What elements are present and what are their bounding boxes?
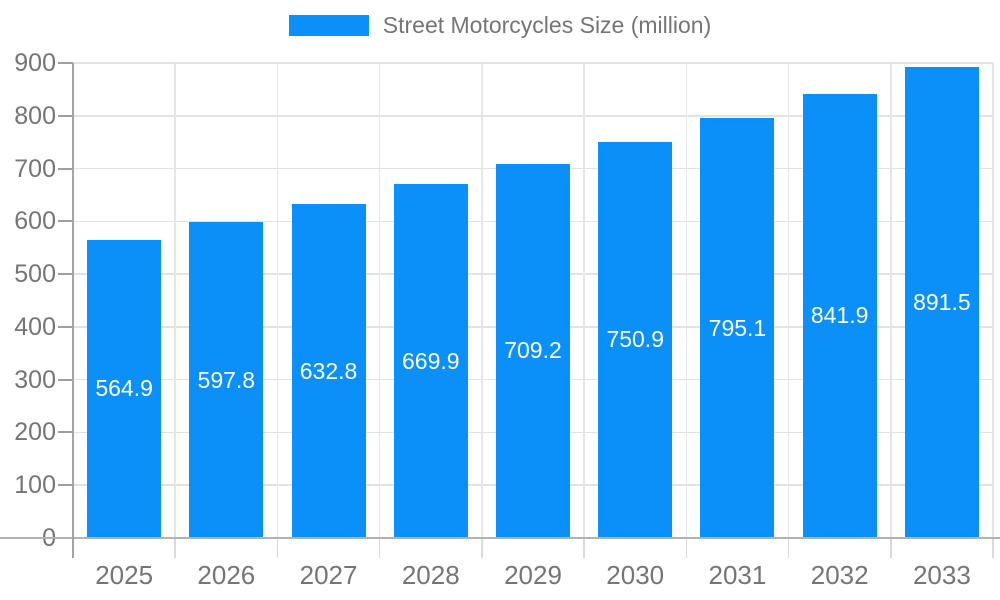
bar-2031: 795.1 <box>700 118 775 538</box>
gridline-v-1 <box>174 63 176 538</box>
bar-value-2029: 709.2 <box>504 337 562 364</box>
x-axis-tick-5 <box>583 538 585 558</box>
gridline-h-900 <box>73 62 993 64</box>
gridline-v-9 <box>992 63 994 538</box>
y-axis-label-500: 500 <box>14 260 56 289</box>
x-axis-label-2031: 2031 <box>708 560 767 590</box>
gridline-v-8 <box>890 63 892 538</box>
bar-value-2031: 795.1 <box>708 314 767 341</box>
legend-label: Street Motorcycles Size (million) <box>382 12 712 38</box>
bar-2028: 669.9 <box>393 184 468 538</box>
gridline-v-2 <box>276 63 279 538</box>
y-axis-tick-400 <box>58 325 73 328</box>
bar-2027: 632.8 <box>291 204 366 538</box>
y-axis-tick-700 <box>58 167 73 170</box>
bar-2025: 564.9 <box>87 239 162 538</box>
y-axis-tick-800 <box>58 114 73 117</box>
bar-2032: 841.9 <box>802 93 877 538</box>
x-axis-tick-4 <box>481 538 483 558</box>
y-axis-label-100: 100 <box>14 471 56 500</box>
y-axis-label-900: 900 <box>14 49 56 77</box>
bar-value-2026: 597.8 <box>197 366 256 393</box>
y-axis-label-400: 400 <box>14 312 56 341</box>
bar-2030: 750.9 <box>598 141 673 538</box>
x-axis-label-2028: 2028 <box>401 560 460 590</box>
legend: Street Motorcycles Size (million) <box>0 12 1000 39</box>
gridline-v-7 <box>787 63 790 538</box>
gridline-v-3 <box>378 63 381 538</box>
bar-value-2032: 841.9 <box>810 302 869 329</box>
x-axis-label-2026: 2026 <box>197 560 256 590</box>
x-axis-tick-6 <box>685 538 688 558</box>
x-axis-label-2025: 2025 <box>95 560 154 590</box>
y-axis-tick-300 <box>58 378 73 381</box>
x-axis-tick-2 <box>276 538 279 558</box>
bar-2029: 709.2 <box>496 163 570 538</box>
bar-value-2030: 750.9 <box>606 326 664 353</box>
x-axis-tick-8 <box>890 538 892 558</box>
y-axis-label-700: 700 <box>14 154 56 183</box>
bar-value-2028: 669.9 <box>401 347 460 374</box>
bar-value-2025: 564.9 <box>95 375 153 402</box>
y-axis-line <box>72 63 74 558</box>
legend-item-street-motorcycles[interactable]: Street Motorcycles Size (million) <box>288 12 712 39</box>
legend-swatch-icon <box>288 15 369 36</box>
y-axis-label-300: 300 <box>14 365 56 394</box>
y-axis-label-200: 200 <box>14 418 56 447</box>
y-axis-tick-600 <box>58 220 73 223</box>
x-axis-tick-3 <box>378 538 381 558</box>
bar-2026: 597.8 <box>189 222 264 538</box>
gridline-h-800 <box>73 115 993 117</box>
x-axis-label-2032: 2032 <box>810 560 869 590</box>
x-axis-label-2030: 2030 <box>606 560 665 590</box>
bar-value-2033: 891.5 <box>913 289 971 316</box>
x-axis-label-2029: 2029 <box>504 560 562 590</box>
gridline-v-6 <box>685 63 688 538</box>
x-axis-label-2027: 2027 <box>299 560 358 590</box>
gridline-v-5 <box>583 63 585 538</box>
y-axis-tick-100 <box>58 484 73 487</box>
gridline-v-4 <box>481 63 483 538</box>
y-axis-label-600: 600 <box>14 207 56 236</box>
y-axis-tick-500 <box>58 273 73 276</box>
bar-value-2027: 632.8 <box>299 357 358 384</box>
x-axis-tick-1 <box>174 538 176 558</box>
x-axis-tick-7 <box>787 538 790 558</box>
x-baseline <box>0 537 1000 539</box>
y-axis-tick-200 <box>58 431 73 434</box>
bar-2033: 891.5 <box>904 67 979 538</box>
x-axis-label-2033: 2033 <box>912 560 971 590</box>
y-axis-tick-900 <box>58 62 73 64</box>
y-axis-label-800: 800 <box>14 101 56 130</box>
x-axis-tick-9 <box>992 538 994 558</box>
